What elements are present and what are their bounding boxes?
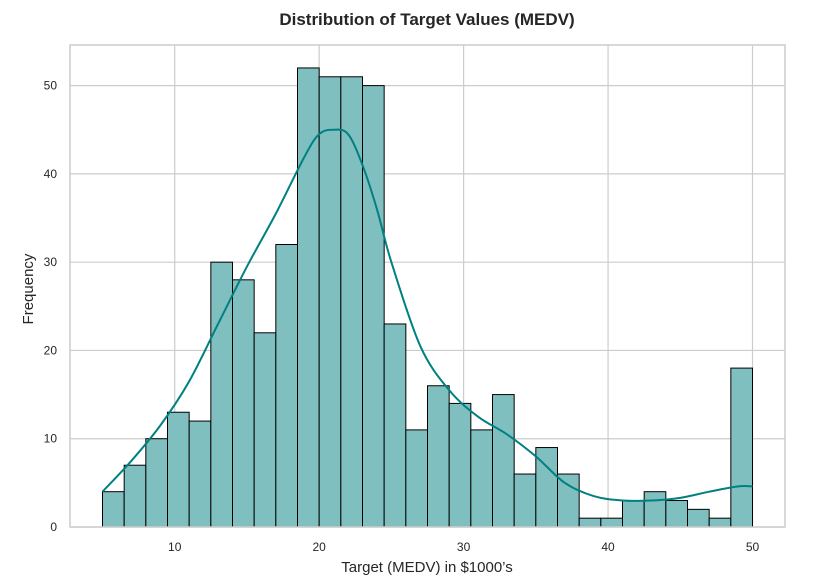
y-tick-label: 0 [50, 520, 57, 534]
histogram-bar [643, 491, 667, 528]
histogram-bar [665, 500, 688, 528]
histogram-bar [232, 279, 255, 528]
x-tick-label: 50 [746, 540, 760, 554]
histogram-bar [687, 508, 710, 528]
x-tick-labels: 10 20 30 40 50 [168, 540, 759, 554]
x-tick-label: 40 [601, 540, 615, 554]
histogram-bar [383, 323, 407, 528]
histogram-bar [102, 491, 125, 528]
y-tick-label: 40 [44, 167, 58, 181]
plot-frame [69, 44, 786, 528]
y-tick-label: 50 [44, 79, 58, 93]
histogram-bar [513, 473, 537, 528]
histogram-bar [557, 473, 580, 528]
histogram-bars [102, 67, 753, 528]
y-tick-label: 30 [44, 255, 58, 269]
histogram-bar [318, 76, 342, 528]
kde-curve [101, 128, 753, 502]
histogram-bar [188, 420, 212, 528]
x-axis-label: Target (MEDV) in $1000’s [341, 559, 512, 576]
x-tick-label: 30 [457, 540, 471, 554]
x-tick-label: 20 [312, 540, 326, 554]
histogram-bar [448, 402, 472, 528]
histogram-bar [275, 244, 299, 528]
histogram-bar [167, 411, 190, 528]
y-tick-label: 20 [44, 343, 58, 357]
histogram-bar [340, 76, 364, 528]
histogram-bar [492, 394, 515, 528]
histogram-bar [730, 367, 753, 528]
histogram-bar [578, 517, 602, 528]
histogram-bar [362, 85, 385, 528]
histogram-bar [600, 517, 623, 528]
chart-title: Distribution of Target Values (MEDV) [279, 10, 574, 29]
histogram-bar [708, 517, 732, 528]
y-axis-label: Frequency [20, 253, 37, 324]
y-tick-label: 10 [44, 432, 58, 446]
histogram-bar [123, 464, 147, 528]
histogram-bar [427, 385, 450, 528]
y-tick-labels: 0 10 20 30 40 50 [44, 79, 58, 534]
histogram-bar [622, 500, 645, 528]
histogram-bar [145, 438, 168, 528]
histogram-bar [470, 429, 494, 528]
histogram-bar [253, 332, 277, 528]
histogram-bar [405, 429, 429, 528]
x-tick-label: 10 [168, 540, 182, 554]
